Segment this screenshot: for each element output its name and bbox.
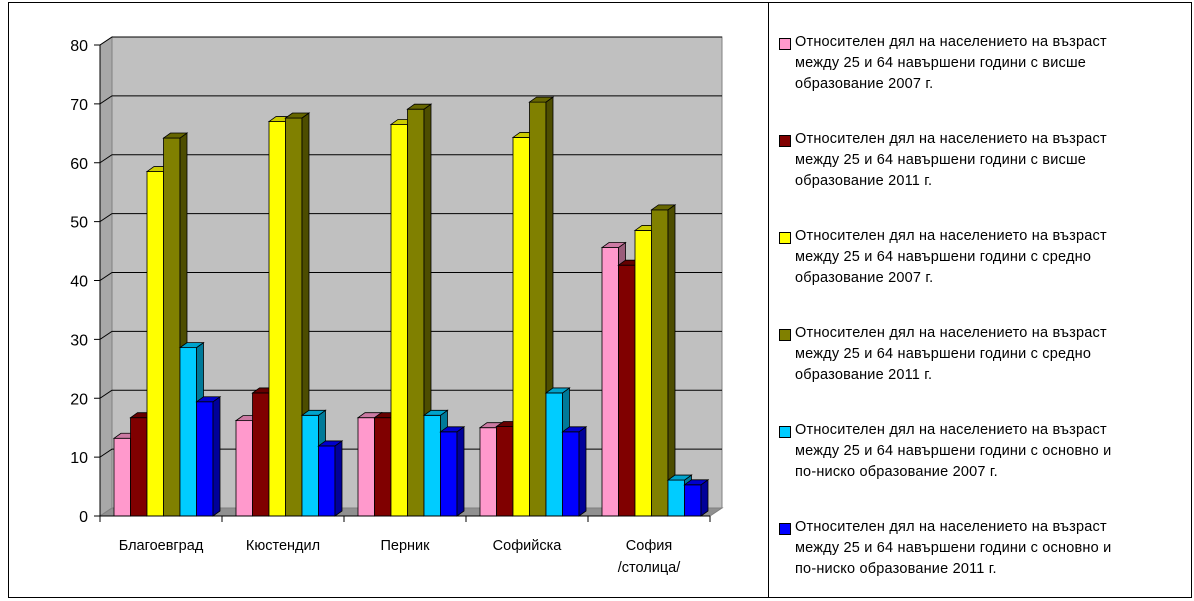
bar xyxy=(561,426,588,517)
bar xyxy=(650,204,677,517)
bar-front xyxy=(634,230,652,517)
legend-label: Относителен дял на населението на възрас… xyxy=(795,34,1107,92)
bar-top xyxy=(422,409,449,416)
bar-front xyxy=(179,347,197,517)
bar-front xyxy=(562,431,580,517)
bar-front xyxy=(318,445,336,517)
bar-top xyxy=(666,474,693,481)
bar-front xyxy=(146,171,164,517)
y-tick-label: 60 xyxy=(70,156,88,173)
bar-front xyxy=(496,426,514,517)
bar-top xyxy=(406,103,433,110)
y-tick-label: 30 xyxy=(70,332,88,349)
bar-front xyxy=(374,417,392,517)
bar-top xyxy=(284,112,311,119)
legend-swatch xyxy=(779,232,791,244)
bar-front xyxy=(268,121,286,517)
legend-swatch xyxy=(779,329,791,341)
bar-side xyxy=(212,396,221,517)
legend-label: Относителен дял на населението на възрас… xyxy=(795,422,1112,480)
bar-side xyxy=(667,204,676,517)
bar-front xyxy=(235,420,253,517)
legend-swatch xyxy=(779,426,791,438)
bar xyxy=(195,396,222,517)
bar-front xyxy=(252,392,270,517)
bar-front xyxy=(440,431,458,517)
bar xyxy=(683,479,710,517)
y-tick-label: 0 xyxy=(79,509,88,526)
bar-front xyxy=(618,264,636,517)
x-category-label: София xyxy=(626,538,672,554)
legend-item: Относителен дял на населението на възрас… xyxy=(779,226,1189,289)
legend-item: Относителен дял на населението на възрас… xyxy=(779,517,1189,580)
legend-label: Относителен дял на населението на възрас… xyxy=(795,519,1112,577)
y-tick-label: 40 xyxy=(70,274,88,291)
bar-front xyxy=(545,392,563,517)
bar-front xyxy=(684,484,702,517)
bar-front xyxy=(479,427,497,517)
bar-top xyxy=(528,96,555,103)
bar-top xyxy=(300,409,327,416)
y-tick-label: 80 xyxy=(70,38,88,55)
chart-plot: 0 10 20 30 40 50 60 70 80 Благоевград Кюстендил Пе… xyxy=(70,36,724,576)
y-tick-label: 20 xyxy=(70,391,88,408)
bar-front xyxy=(357,417,375,517)
bar xyxy=(317,440,344,517)
bar-front xyxy=(285,117,303,517)
legend-swatch xyxy=(779,523,791,535)
legend-item: Относителен дял на населението на възрас… xyxy=(779,323,1189,386)
bar-top xyxy=(439,426,466,433)
bar-front xyxy=(423,414,441,517)
x-category-label: Благоевград xyxy=(119,538,204,554)
bar-top xyxy=(650,204,677,211)
bar-front xyxy=(512,137,530,517)
bar-top xyxy=(544,387,571,394)
bar-top xyxy=(317,440,344,447)
bar-front xyxy=(301,414,319,517)
legend-swatch xyxy=(779,38,791,50)
bar-front xyxy=(651,209,669,517)
bar-front xyxy=(529,101,547,517)
bar-side xyxy=(700,479,709,517)
bar-front xyxy=(130,417,148,517)
bar-side xyxy=(334,440,343,517)
bar-front xyxy=(196,401,214,517)
legend-item: Относителен дял на населението на възрас… xyxy=(779,129,1189,192)
bar-top xyxy=(683,479,710,486)
bar-front xyxy=(601,247,619,517)
bar-front xyxy=(667,479,685,517)
bar-front xyxy=(407,108,425,517)
bar-side xyxy=(456,426,465,517)
legend-label: Относителен дял на населението на възрас… xyxy=(795,228,1107,286)
y-tick-label: 10 xyxy=(70,450,88,467)
bar-side xyxy=(578,426,587,517)
y-tick-label: 50 xyxy=(70,215,88,232)
legend-label: Относителен дял на населението на възрас… xyxy=(795,131,1107,189)
gridline xyxy=(99,36,722,46)
x-category-label: Перник xyxy=(380,538,430,554)
bar-front xyxy=(390,124,408,517)
bar-top xyxy=(195,396,222,403)
bar-front xyxy=(163,137,181,517)
legend-item: Относителен дял на населението на възрас… xyxy=(779,420,1189,483)
x-category-label: Софийска xyxy=(493,538,563,554)
gridline xyxy=(99,95,722,105)
bar-top xyxy=(178,342,205,349)
bar-top xyxy=(600,242,627,248)
legend-item: Относителен дял на населението на възрас… xyxy=(779,32,1189,95)
legend-swatch xyxy=(779,135,791,147)
bar-top xyxy=(561,426,588,433)
x-category-label: /столица/ xyxy=(618,560,681,576)
bar xyxy=(439,426,466,517)
bar-front xyxy=(113,437,131,517)
x-category-label: Кюстендил xyxy=(246,538,320,554)
chart-legend: Относителен дял на населението на възрас… xyxy=(768,2,1192,598)
y-tick-label: 70 xyxy=(70,97,88,114)
legend-label: Относителен дял на населението на възрас… xyxy=(795,325,1107,383)
bar-top xyxy=(162,132,189,139)
